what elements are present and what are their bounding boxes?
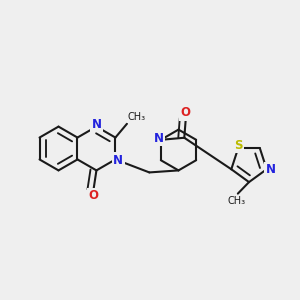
Text: N: N: [113, 154, 123, 167]
Text: N: N: [266, 163, 276, 176]
Text: O: O: [88, 189, 98, 202]
Text: N: N: [153, 132, 164, 145]
Text: O: O: [181, 106, 191, 119]
Text: CH₃: CH₃: [228, 196, 246, 206]
Text: S: S: [234, 139, 243, 152]
Text: CH₃: CH₃: [128, 112, 146, 122]
Text: N: N: [92, 118, 101, 131]
